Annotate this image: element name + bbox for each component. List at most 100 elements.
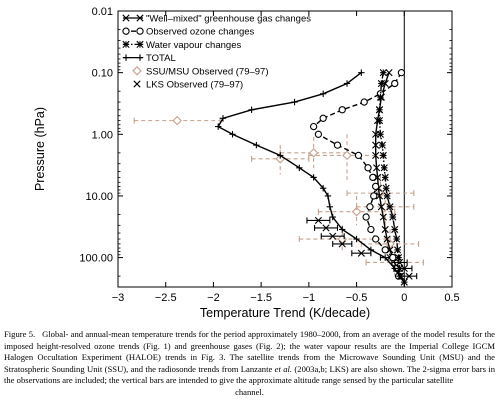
data-point <box>360 98 368 106</box>
legend-marker <box>122 14 130 22</box>
legend-entry-1: Observed ozone changes <box>122 27 255 38</box>
data-point <box>366 203 374 211</box>
data-point <box>229 131 236 138</box>
x-tick-label: −0.5 <box>346 292 368 304</box>
data-point <box>296 164 303 172</box>
series-line <box>312 72 402 277</box>
legend-entry-4: SSU/MSU Observed (79–97) <box>132 66 269 77</box>
data-point <box>394 253 403 262</box>
data-point <box>357 249 365 257</box>
x-tick-label: −1.5 <box>250 292 272 304</box>
data-point <box>370 192 378 200</box>
data-point <box>381 246 389 254</box>
legend-label: "Well–mixed" greenhouse gas changes <box>146 14 311 25</box>
data-point <box>381 173 389 181</box>
legend-marker <box>132 66 142 76</box>
legend-entry-0: "Well–mixed" greenhouse gas changes <box>122 14 311 25</box>
caption-text-1: Global- and annual-mean temperature tren… <box>4 329 495 374</box>
data-point <box>364 164 372 172</box>
data-point <box>383 235 391 243</box>
legend-entry-2: Water vapour changes <box>122 40 241 51</box>
temperature-trend-chart: −3 −2.5 −2 −1.5 −1 −0.5 0 0.5 0.01 0.10 1.00 10.00 1… <box>33 6 460 320</box>
data-point <box>326 203 334 210</box>
data-point <box>378 141 386 149</box>
observations-layer <box>133 115 424 280</box>
caption-text-2: (2003a,b; LKS) are also shown. The 2-sig… <box>4 363 495 386</box>
data-point <box>385 69 393 77</box>
data-point <box>394 246 402 254</box>
data-point <box>396 272 403 280</box>
legend-marker <box>122 40 130 48</box>
data-point <box>362 213 370 221</box>
data-point <box>353 235 360 243</box>
data-point <box>277 152 284 159</box>
data-point <box>342 150 352 161</box>
data-point <box>329 213 336 221</box>
legend-label: Water vapour changes <box>146 40 241 51</box>
data-point <box>338 106 346 114</box>
data-point <box>375 192 384 200</box>
data-point <box>215 123 222 130</box>
data-point <box>333 141 342 149</box>
data-point <box>375 117 384 125</box>
data-point <box>314 216 322 225</box>
data-point <box>319 185 327 192</box>
series-2 <box>375 69 405 280</box>
y-tick-label: 0.10 <box>92 68 113 80</box>
plot-border <box>117 10 453 288</box>
data-point <box>382 184 390 192</box>
figure-caption: Figure 5. Global- and annual-mean temper… <box>4 329 495 399</box>
plot-frame <box>117 10 453 288</box>
data-point <box>172 115 182 126</box>
legend-marker <box>136 27 144 35</box>
x-tick-label: −3 <box>112 292 125 304</box>
x-tick-label: −2.5 <box>155 292 177 304</box>
data-point <box>354 151 363 160</box>
series-3 <box>215 69 408 286</box>
data-point <box>319 114 327 122</box>
legend-entry-5: LKS Observed (79–97) <box>133 80 243 91</box>
y-axis-title: Pressure (hPa) <box>33 107 47 191</box>
data-point <box>319 90 327 97</box>
axis-ticks: −3 −2.5 −2 −1.5 −1 −0.5 0 0.5 0.01 0.10 1.00 10.00 1… <box>79 6 459 304</box>
legend-label: TOTAL <box>146 53 176 64</box>
data-point <box>377 79 385 88</box>
data-point <box>358 69 365 76</box>
data-point <box>351 206 362 217</box>
data-point <box>383 192 391 200</box>
data-point <box>405 272 413 280</box>
y-tick-label: 100.00 <box>79 253 113 265</box>
legend-marker <box>133 80 141 88</box>
data-point <box>391 225 399 234</box>
x-axis-title: Temperature Trend (K/decade) <box>200 306 370 320</box>
x-tick-label: −2 <box>207 292 220 304</box>
data-point <box>376 93 385 101</box>
data-point <box>369 173 377 182</box>
data-point <box>309 122 318 131</box>
data-point <box>386 203 394 211</box>
legend-marker <box>122 27 130 35</box>
data-point <box>380 164 388 172</box>
data-point <box>379 69 387 77</box>
legend: "Well–mixed" greenhouse gas changes Obser… <box>122 14 311 91</box>
data-point <box>373 164 381 172</box>
legend-label: SSU/MSU Observed (79–97) <box>146 66 269 77</box>
data-point <box>372 141 380 149</box>
data-point <box>219 115 227 122</box>
legend-marker <box>122 54 130 61</box>
data-point <box>376 130 385 138</box>
data-point <box>291 98 298 106</box>
data-point <box>324 192 332 200</box>
data-point <box>377 203 385 211</box>
data-point <box>248 106 255 113</box>
caption-label: Figure 5. <box>4 329 36 339</box>
y-tick-label: 1.00 <box>92 129 113 141</box>
data-point <box>382 254 389 261</box>
legend-label: Observed ozone changes <box>146 27 255 38</box>
data-point <box>381 225 389 234</box>
data-point <box>310 174 317 181</box>
data-point <box>343 80 351 87</box>
data-point <box>314 130 323 138</box>
data-point <box>322 224 330 232</box>
data-point <box>375 106 384 114</box>
